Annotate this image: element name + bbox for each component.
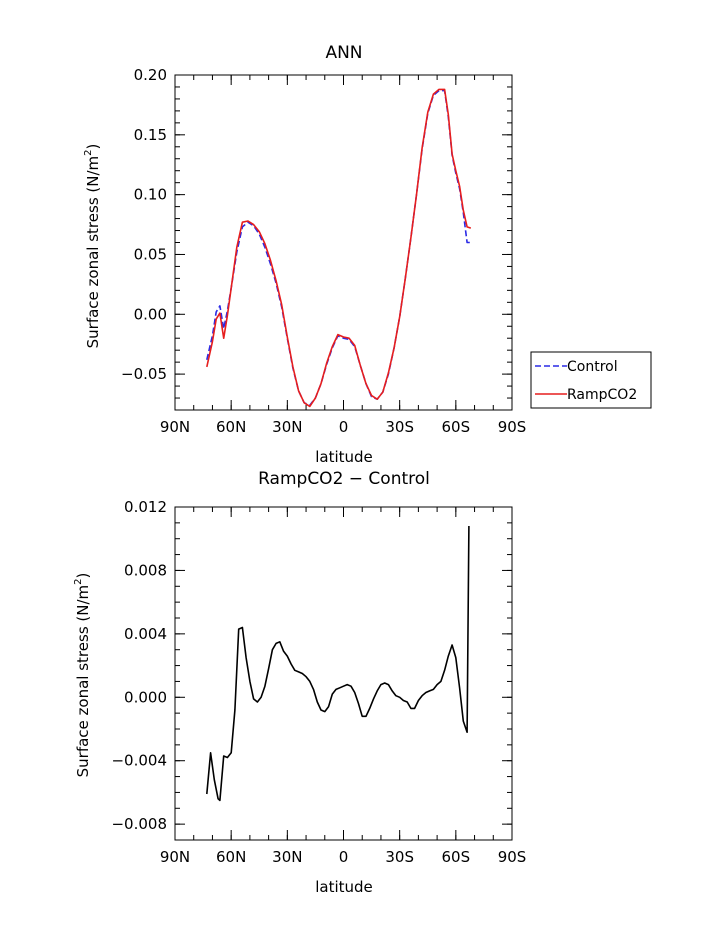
bottom-y-axis-label-close: ): [74, 573, 92, 579]
top-x-tick-label: 60S: [442, 418, 471, 436]
bottom-x-tick-label: 90N: [160, 848, 190, 866]
bottom-series-lines: [206, 525, 470, 802]
bottom-series-line-difference: [206, 525, 470, 802]
top-x-tick-label: 90N: [160, 418, 190, 436]
bottom-x-tick-label: 30N: [272, 848, 302, 866]
top-y-axis-label: Surface zonal stress (N/m2): [83, 144, 102, 349]
bottom-y-tick-label: 0.012: [124, 498, 167, 516]
top-x-tick-label: 30N: [272, 418, 302, 436]
bottom-y-ticks: −0.008 −0.004 0.000 0.004 0.008 0.012: [111, 498, 512, 841]
top-y-axis-label-close: ): [84, 144, 102, 150]
top-x-ticks: 90N 60N 30N 0 30S 60S 90S: [160, 75, 526, 436]
top-plot-frame: [174, 74, 513, 411]
top-panel-ann: ANN latitude Surface zonal stress (N/m2)…: [83, 43, 526, 466]
top-y-tick-label: −0.05: [121, 365, 167, 383]
bottom-y-axis-label: Surface zonal stress (N/m2): [73, 573, 92, 778]
bottom-y-tick-label: 0.008: [124, 561, 167, 579]
top-y-tick-label: 0.10: [134, 186, 167, 204]
bottom-x-axis-label: latitude: [315, 878, 373, 896]
legend-rampco2-label: RampCO2: [567, 387, 637, 403]
legend-control-label: Control: [567, 359, 618, 375]
top-y-tick-label: 0.20: [134, 66, 167, 84]
top-series-line-rampco2: [206, 88, 472, 408]
top-x-tick-label: 30S: [385, 418, 414, 436]
bottom-x-ticks: 90N 60N 30N 0 30S 60S 90S: [160, 507, 526, 866]
bottom-y-axis-label-superscript: 2: [73, 578, 84, 584]
bottom-x-tick-label: 30S: [385, 848, 414, 866]
bottom-plot-frame: [174, 506, 513, 841]
bottom-x-tick-label: 90S: [498, 848, 527, 866]
top-chart-title: ANN: [325, 43, 362, 63]
top-y-tick-label: 0.15: [134, 126, 167, 144]
bottom-panel-difference: RampCO2 − Control latitude Surface zonal…: [73, 469, 526, 896]
top-y-tick-label: 0.05: [134, 245, 167, 263]
bottom-y-tick-label: −0.008: [111, 815, 167, 833]
top-y-axis-label-superscript: 2: [83, 149, 94, 155]
top-y-ticks: −0.05 0.00 0.05 0.10 0.15 0.20: [121, 66, 512, 411]
legend: Control RampCO2: [530, 351, 652, 409]
top-series-line-control: [206, 89, 471, 407]
top-y-tick-label: 0.00: [134, 305, 167, 323]
top-x-tick-label: 60N: [216, 418, 246, 436]
top-x-tick-label: 0: [339, 418, 349, 436]
bottom-y-tick-label: 0.004: [124, 625, 167, 643]
bottom-x-tick-label: 60N: [216, 848, 246, 866]
top-series-lines: [206, 88, 472, 408]
bottom-chart-title: RampCO2 − Control: [258, 469, 430, 489]
bottom-y-tick-label: 0.000: [124, 688, 167, 706]
legend-box: [530, 351, 652, 409]
bottom-x-tick-label: 60S: [442, 848, 471, 866]
top-x-axis-label: latitude: [315, 448, 373, 466]
bottom-y-axis-label-text: Surface zonal stress (N/m: [74, 585, 92, 778]
bottom-x-tick-label: 0: [339, 848, 349, 866]
top-x-tick-label: 90S: [498, 418, 527, 436]
top-y-axis-label-text: Surface zonal stress (N/m: [84, 156, 102, 349]
bottom-y-tick-label: −0.004: [111, 752, 167, 770]
